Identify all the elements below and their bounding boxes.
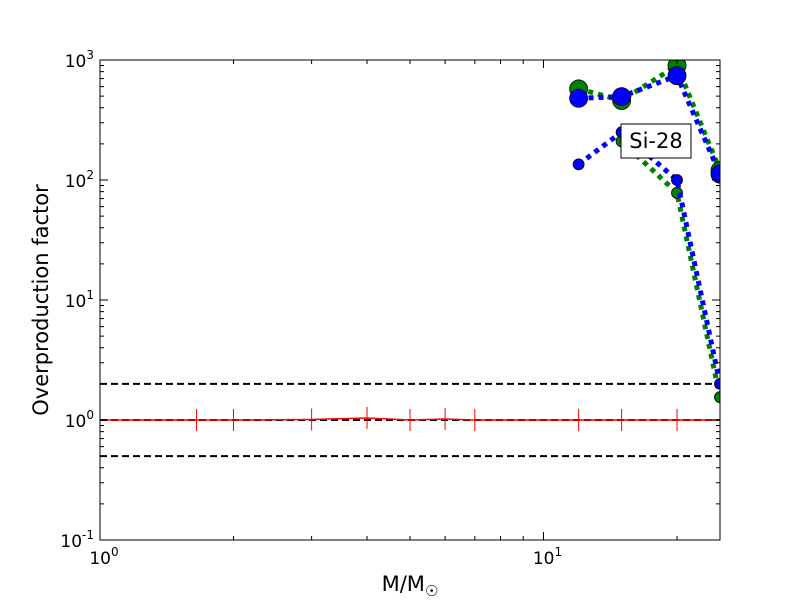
x-tick-label: 101 <box>533 545 562 569</box>
series-2-point <box>569 88 589 108</box>
series-layer <box>100 60 720 431</box>
series-2-line <box>578 72 720 176</box>
y-tick-label: 102 <box>65 168 94 192</box>
y-tick-label: 100 <box>65 408 94 432</box>
series-2-point <box>710 164 720 184</box>
annotation-box: Si-28 <box>620 123 692 159</box>
y-tick-label: 10-1 <box>60 528 94 552</box>
y-tick-label: 103 <box>65 48 94 72</box>
series-3-line <box>619 139 720 398</box>
series-2-point <box>612 87 632 107</box>
series-2-point <box>667 66 687 86</box>
y-axis-label: Overproduction factor <box>29 184 53 416</box>
annotation-label: Si-28 <box>629 129 682 153</box>
x-axis-label-subscript: ☉ <box>425 582 438 600</box>
y-tick-label: 101 <box>65 288 94 312</box>
series-1-line <box>577 61 720 172</box>
x-axis-label: M/M☉ <box>382 572 439 600</box>
series-4-point <box>572 158 585 171</box>
series-4-point <box>671 174 683 186</box>
series-0-line <box>100 417 720 421</box>
series-3-point <box>714 391 720 404</box>
x-tick-label: 100 <box>89 545 118 569</box>
